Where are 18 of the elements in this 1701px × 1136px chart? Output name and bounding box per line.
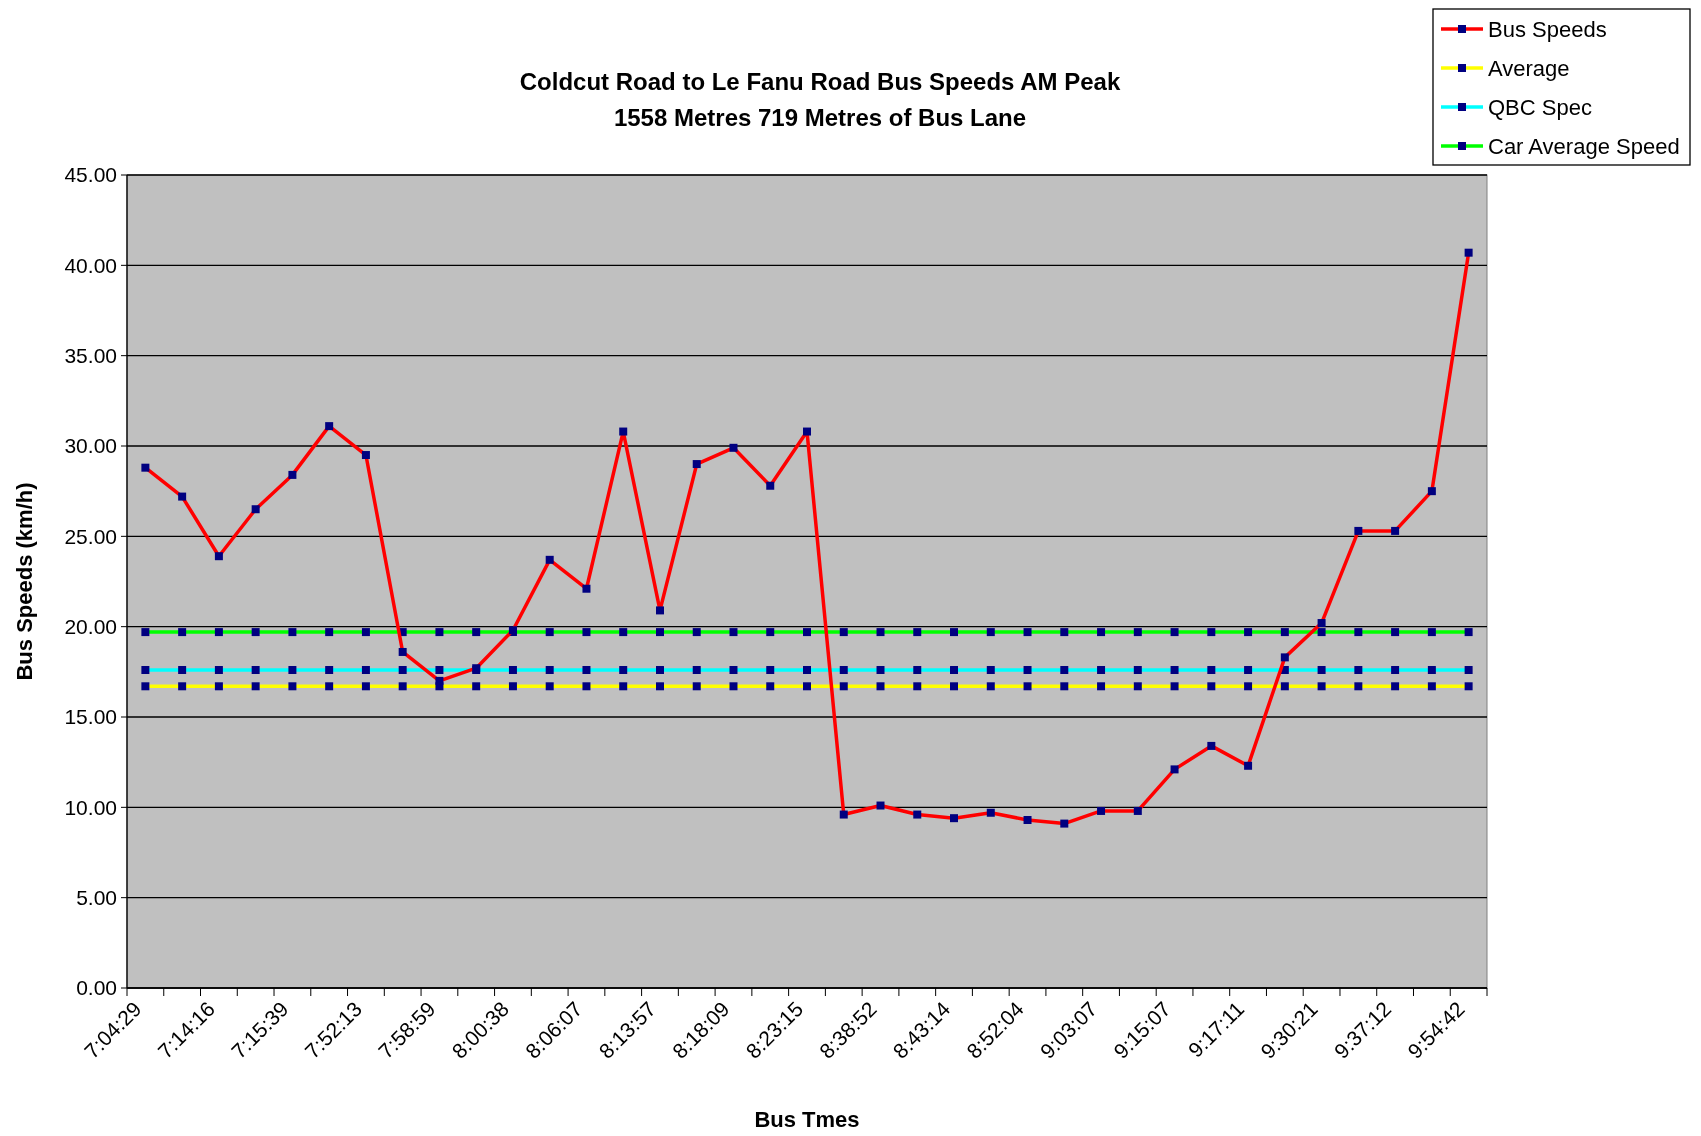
y-axis-title: Bus Speeds (km/h): [12, 482, 37, 681]
y-tick-label: 40.00: [64, 253, 117, 277]
y-tick-label: 35.00: [64, 344, 117, 368]
y-tick-label: 20.00: [64, 615, 117, 639]
y-tick-label: 45.00: [64, 163, 117, 187]
chart-title: Coldcut Road to Le Fanu Road Bus Speeds AM Peak: [519, 68, 1121, 95]
legend-label: Bus Speeds: [1488, 16, 1607, 42]
legend-label: QBC Spec: [1488, 94, 1592, 120]
legend-label: Car Average Speed: [1488, 133, 1680, 159]
x-axis-title: Bus Tmes: [754, 1107, 860, 1132]
legend-label: Average: [1488, 55, 1570, 81]
y-tick-label: 10.00: [64, 795, 117, 819]
y-tick-label: 25.00: [64, 524, 117, 548]
y-tick-label: 5.00: [76, 886, 117, 910]
y-tick-label: 0.00: [76, 976, 117, 1000]
y-tick-label: 15.00: [64, 705, 117, 729]
chart-subtitle: 1558 Metres 719 Metres of Bus Lane: [613, 104, 1027, 131]
y-tick-label: 30.00: [64, 434, 117, 458]
